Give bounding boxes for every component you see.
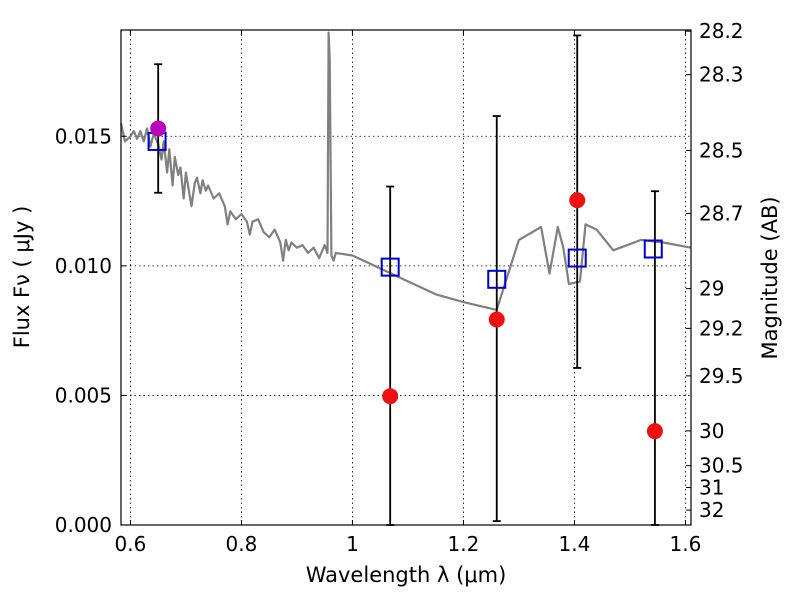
- magnitude-tick-label: 30.5: [699, 454, 744, 478]
- observed-flux-point: [646, 423, 663, 440]
- x-tick-label: 1.2: [448, 532, 480, 556]
- observed-flux-point: [150, 120, 167, 137]
- spectrum-line: [119, 31, 692, 311]
- magnitude-tick-label: 30: [699, 419, 724, 443]
- model-photometry-square: [487, 269, 507, 289]
- y-axis-ticks: 0.000 0.005 0.010 0.015: [55, 124, 126, 537]
- y-tick-label: 0.015: [55, 124, 112, 148]
- magnitude-tick-label: 29: [699, 277, 724, 301]
- x-tick-label: 0.6: [115, 532, 147, 556]
- magnitude-axis-title: Magnitude (AB): [758, 196, 782, 359]
- observed-flux-point: [382, 388, 399, 405]
- magnitude-tick-label: 28.7: [699, 201, 744, 225]
- magnitude-tick-label: 28.2: [699, 19, 744, 43]
- observed-flux-point: [569, 192, 586, 209]
- magnitude-tick-label: 28.5: [699, 138, 744, 162]
- grid-lines: [121, 30, 691, 525]
- x-axis-title: Wavelength λ (μm): [306, 563, 507, 587]
- observed-flux-points: [150, 120, 663, 440]
- y-tick-label: 0.000: [55, 513, 112, 537]
- magnitude-tick-label: 32: [699, 498, 724, 522]
- x-tick-label: 0.8: [226, 532, 258, 556]
- y-tick-label: 0.010: [55, 254, 112, 278]
- y-tick-label: 0.005: [55, 383, 112, 407]
- magnitude-tick-label: 28.3: [699, 63, 744, 87]
- magnitude-tick-label: 29.2: [699, 316, 744, 340]
- x-tick-label: 1.4: [559, 532, 591, 556]
- model-photometry-square: [380, 257, 400, 277]
- plot-background: [121, 30, 691, 525]
- y-axis-title: Flux Fν ( μJy ): [10, 206, 34, 349]
- model-photometry-square: [567, 248, 587, 268]
- model-photometry-square: [643, 239, 663, 259]
- x-tick-label: 1: [346, 532, 359, 556]
- model-spectrum: [119, 31, 692, 311]
- magnitude-tick-label: 31: [699, 476, 724, 500]
- x-axis-ticks: 0.6 0.8 1 1.2 1.4 1.6: [115, 30, 702, 556]
- plot-frame: [120, 29, 692, 526]
- x-tick-label: 1.6: [670, 532, 702, 556]
- magnitude-tick-label: 29.5: [699, 364, 744, 388]
- observed-flux-point: [488, 311, 505, 328]
